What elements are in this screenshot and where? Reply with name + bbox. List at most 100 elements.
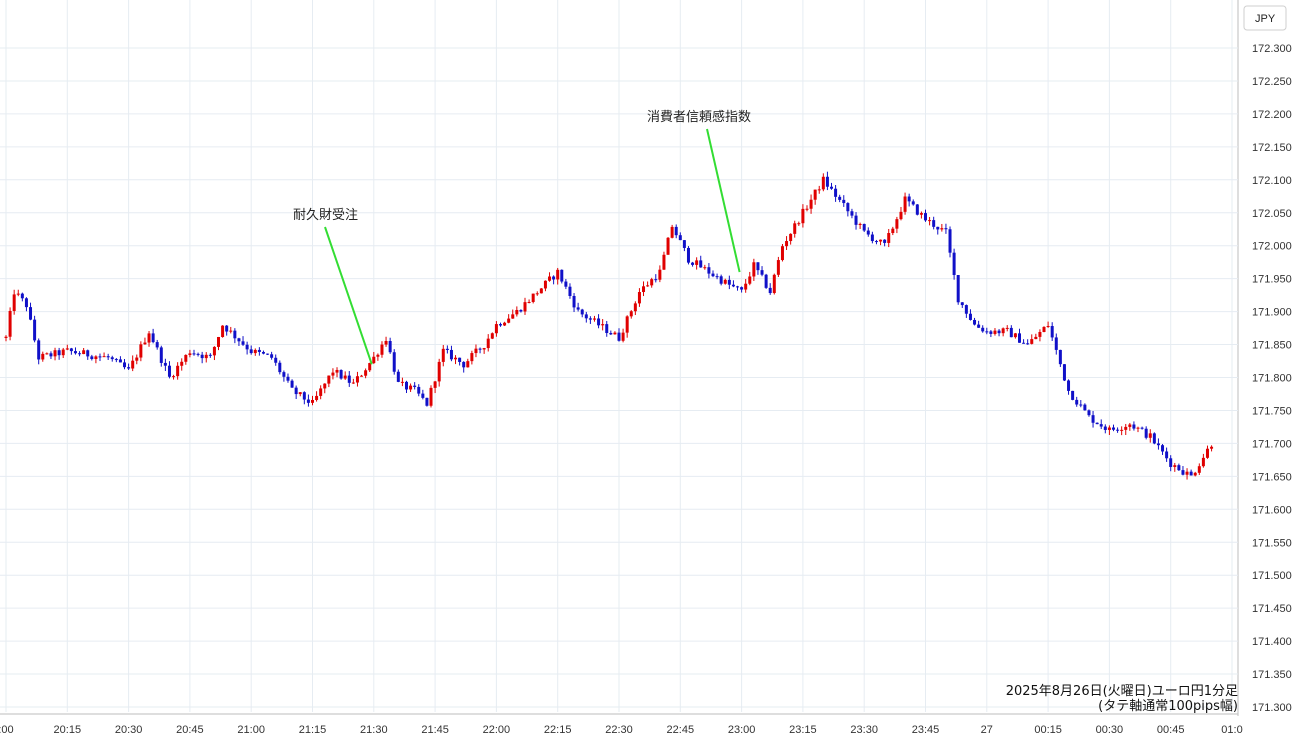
candle-body — [462, 361, 466, 368]
chart-caption-line2: (タテ軸通常100pips幅) — [1098, 699, 1238, 714]
candle-body — [515, 309, 519, 315]
candle-body — [1185, 471, 1189, 475]
candle-body — [1193, 472, 1197, 476]
candle-body — [801, 208, 805, 224]
candle-body — [41, 353, 45, 360]
candle-body — [1034, 336, 1038, 340]
candle-body — [384, 341, 388, 345]
candle-body — [327, 375, 331, 384]
candle-body — [507, 318, 511, 323]
candle-body — [417, 386, 421, 394]
candle-body — [1201, 457, 1205, 467]
candle-body — [49, 353, 53, 357]
candle-body — [94, 356, 98, 360]
candle-body — [699, 260, 703, 268]
candle-body — [1067, 380, 1071, 391]
candle-body — [458, 357, 462, 362]
candle-body — [617, 332, 621, 341]
candle-body — [1038, 331, 1042, 337]
annotation-label: 消費者信頼感指数 — [647, 109, 751, 125]
price-axis[interactable]: 172.300 172.250 172.200 172.150 172.100 172.0… — [1252, 43, 1292, 714]
candle-body — [960, 302, 964, 306]
candle-body — [821, 176, 825, 190]
candle-body — [184, 354, 188, 362]
candle-body — [241, 341, 245, 345]
candle-body — [511, 314, 515, 319]
candle-body — [560, 269, 564, 282]
candle-body — [899, 211, 903, 220]
candle-body — [20, 293, 24, 299]
candle-body — [932, 220, 936, 227]
candle-body — [830, 186, 834, 189]
y-tick-label: 172.250 — [1252, 76, 1292, 88]
candle-body — [90, 356, 94, 360]
candle-body — [172, 376, 176, 378]
candle-body — [388, 341, 392, 353]
currency-box[interactable] — [1243, 5, 1287, 31]
candle-body — [744, 283, 748, 290]
candle-body — [33, 319, 37, 341]
candle-body — [123, 362, 127, 368]
annotation-pointer — [324, 226, 373, 365]
candle-body — [82, 350, 86, 355]
candle-body — [270, 354, 274, 358]
candle-body — [903, 196, 907, 212]
candle-body — [8, 310, 12, 337]
candle-body — [73, 351, 77, 354]
candle-body — [772, 274, 776, 294]
candle-body — [176, 365, 180, 377]
x-tick-label: 20:30 — [115, 724, 143, 736]
candle-body — [948, 229, 952, 253]
candle-body — [470, 353, 474, 362]
candle-body — [1017, 333, 1021, 343]
candle-body — [543, 280, 547, 289]
candle-body — [302, 392, 306, 400]
candle-body — [323, 383, 327, 389]
candle-body — [245, 344, 249, 350]
y-tick-label: 171.400 — [1252, 636, 1292, 648]
candle-body — [597, 318, 601, 326]
candle-body — [1107, 427, 1111, 430]
candle-body — [429, 387, 433, 406]
y-tick-label: 171.700 — [1252, 438, 1292, 450]
candle-body — [106, 356, 110, 358]
candle-body — [809, 199, 813, 209]
candle-body — [503, 322, 507, 326]
candle-body — [621, 332, 625, 341]
candle-body — [409, 385, 413, 390]
y-tick-label: 172.100 — [1252, 175, 1292, 187]
candle-body — [217, 336, 221, 347]
candle-body — [221, 325, 225, 337]
candle-body — [233, 330, 237, 339]
candle-body — [400, 381, 404, 383]
candle-body — [531, 293, 535, 302]
candle-body — [204, 354, 208, 359]
candle-body — [666, 237, 670, 255]
candle-body — [433, 381, 437, 388]
x-tick-label: 22:15 — [544, 724, 572, 736]
candle-body — [282, 372, 286, 377]
candle-body — [968, 313, 972, 320]
x-tick-label: 22:45 — [667, 724, 695, 736]
candle-body — [797, 223, 801, 225]
candle-body — [1205, 448, 1209, 458]
candle-body — [907, 196, 911, 202]
candles — [4, 171, 1214, 480]
currency-label: JPY — [1255, 13, 1276, 25]
candle-body — [613, 332, 617, 335]
candle-body — [331, 372, 335, 376]
candle-body — [421, 393, 425, 398]
time-axis[interactable]: :00 20:15 20:30 20:45 21:00 21:15 21:30 21:45 22… — [0, 724, 1243, 736]
candle-body — [298, 392, 302, 395]
candle-body — [1128, 424, 1132, 427]
candle-body — [143, 342, 147, 345]
candle-body — [895, 219, 899, 229]
candle-body — [257, 349, 261, 352]
candle-body — [985, 331, 989, 333]
candle-body — [813, 189, 817, 200]
candle-body — [441, 348, 445, 362]
candle-body — [1136, 427, 1140, 429]
candle-body — [1087, 410, 1091, 416]
candle-body — [425, 397, 429, 406]
